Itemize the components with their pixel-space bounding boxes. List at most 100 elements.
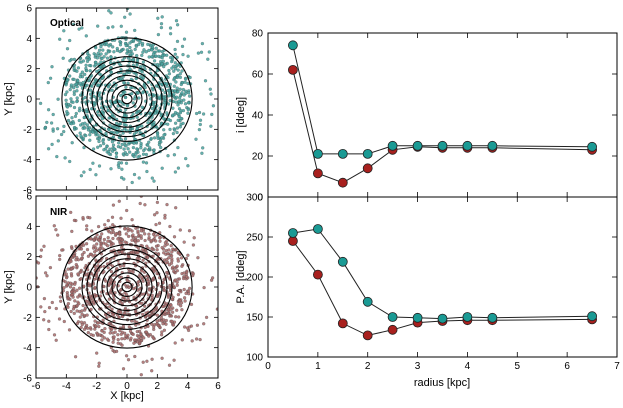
optical-point xyxy=(76,66,81,70)
optical-point xyxy=(94,53,98,57)
nir-point xyxy=(127,285,131,290)
nir-point xyxy=(156,252,161,257)
nir-point xyxy=(160,330,164,334)
optical-point xyxy=(94,173,98,177)
nir-point xyxy=(120,343,124,347)
inclination-teal-point xyxy=(387,140,398,151)
nir-y-tick-label: -6 xyxy=(23,374,32,385)
optical-point xyxy=(184,157,188,161)
nir-point xyxy=(180,338,184,342)
nir-point xyxy=(155,319,159,323)
nir-point xyxy=(141,360,145,364)
optical-point xyxy=(160,166,164,170)
optical-point xyxy=(125,48,129,52)
nir-point xyxy=(144,330,148,334)
optical-point xyxy=(186,101,191,105)
optical-point xyxy=(198,122,202,127)
nir-point xyxy=(140,275,144,280)
nir-point xyxy=(164,318,168,323)
nir-point xyxy=(174,315,178,319)
optical-point xyxy=(84,63,88,67)
optical-point xyxy=(180,91,184,95)
nir-point xyxy=(173,278,177,282)
nir-point xyxy=(154,239,158,243)
nir-point xyxy=(147,236,151,240)
optical-point xyxy=(87,126,92,130)
optical-point xyxy=(109,11,113,15)
optical-point xyxy=(112,50,116,54)
nir-point xyxy=(172,358,176,362)
optical-point xyxy=(71,100,75,104)
optical-point xyxy=(175,75,180,80)
nir-point xyxy=(107,305,112,309)
optical-point xyxy=(160,136,164,140)
nir-point xyxy=(52,333,57,337)
nir-point xyxy=(153,234,157,238)
inclination-red-line xyxy=(292,69,593,184)
nir-point xyxy=(177,277,181,281)
nir-point xyxy=(75,256,79,260)
optical-point xyxy=(141,60,145,64)
nir-point xyxy=(66,267,70,271)
optical-point xyxy=(139,74,143,79)
inclination-ticks: 0 20 40 60 80 xyxy=(252,29,618,204)
nir-point xyxy=(111,203,116,207)
nir-x-tick-label: -4 xyxy=(62,381,71,392)
optical-point xyxy=(174,19,179,23)
nir-point xyxy=(180,301,184,305)
nir-point xyxy=(106,266,110,270)
nir-point xyxy=(202,286,206,290)
nir-point xyxy=(178,299,182,303)
nir-point xyxy=(52,224,56,228)
optical-point xyxy=(88,138,92,142)
optical-point xyxy=(200,41,204,46)
nir-point xyxy=(100,232,104,236)
nir-y-tick-label: 6 xyxy=(26,192,32,203)
nir-point xyxy=(182,271,186,275)
optical-point xyxy=(208,87,212,91)
optical-point xyxy=(119,145,123,149)
nir-point xyxy=(166,307,171,312)
optical-point xyxy=(70,116,74,120)
pa-y-tick-label: 200 xyxy=(246,273,263,284)
optical-point xyxy=(176,166,180,170)
nir-point xyxy=(54,338,58,342)
optical-point xyxy=(197,110,202,115)
nir-point xyxy=(170,319,174,323)
nir-point xyxy=(187,229,192,233)
nir-point xyxy=(69,259,73,263)
inclination-teal-line xyxy=(292,45,593,155)
pa-teal-point xyxy=(437,313,448,324)
nir-point xyxy=(187,292,191,296)
nir-point xyxy=(140,269,144,273)
nir-y-tick-label: 0 xyxy=(26,283,32,294)
nir-point xyxy=(196,256,200,260)
optical-point xyxy=(162,64,166,69)
optical-point xyxy=(135,111,139,115)
nir-point xyxy=(79,320,84,324)
nir-point xyxy=(141,258,145,262)
optical-point xyxy=(146,42,150,47)
nir-point xyxy=(62,319,66,324)
nir-point xyxy=(123,240,127,244)
optical-point xyxy=(156,136,160,140)
nir-point xyxy=(76,272,80,276)
nir-point xyxy=(89,237,93,241)
nir-point xyxy=(149,239,153,243)
inclination-series xyxy=(287,40,597,188)
nir-ring xyxy=(61,225,193,349)
optical-point xyxy=(101,76,105,80)
optical-point xyxy=(92,81,96,86)
nir-x-tick-label: -6 xyxy=(32,381,41,392)
optical-point xyxy=(109,70,114,75)
optical-point xyxy=(198,118,203,122)
optical-point xyxy=(134,44,138,48)
nir-point xyxy=(169,303,173,307)
nir-point xyxy=(163,244,167,248)
nir-point xyxy=(191,272,195,276)
nir-point xyxy=(57,317,62,321)
nir-point xyxy=(96,264,100,268)
optical-point xyxy=(56,97,60,101)
inclination-red-point xyxy=(312,168,323,179)
nir-point xyxy=(118,264,123,268)
